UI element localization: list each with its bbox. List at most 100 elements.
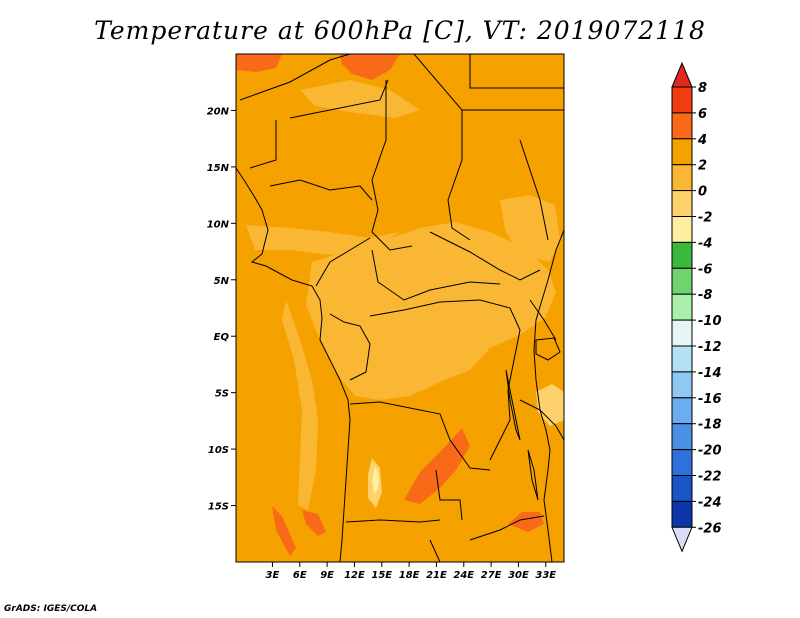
colorbar-swatch xyxy=(671,86,693,114)
west-africa-cooler-region xyxy=(246,225,400,255)
atlantic-cooler-streak xyxy=(282,300,318,510)
colorbar-swatch xyxy=(671,293,693,321)
plateau-cool-streak xyxy=(372,466,379,494)
congo-warm-region xyxy=(404,428,470,504)
border-namibia-botswana xyxy=(429,539,441,562)
colorbar-label: -10 xyxy=(698,314,722,329)
lon-tick-label: 12E xyxy=(344,570,365,581)
colorbar-label: -8 xyxy=(698,288,712,303)
map-frame xyxy=(235,53,565,563)
colorbar-swatch xyxy=(671,241,693,269)
namibia-inland-warm-streak xyxy=(302,510,326,536)
lat-tick-label: 15N xyxy=(207,163,230,174)
colorbar-label: -26 xyxy=(698,521,722,536)
border-algeria-mali xyxy=(239,54,351,101)
border-drc-east xyxy=(489,329,521,461)
colorbar-label: -12 xyxy=(698,340,722,355)
border-gabon-congo xyxy=(329,313,371,381)
colorbar-label: -18 xyxy=(698,418,722,433)
colorbar-label: 8 xyxy=(698,81,707,96)
lon-tick-label: 24E xyxy=(453,570,474,581)
border-niger-libya xyxy=(289,79,389,119)
lat-tick-label: 10S xyxy=(208,445,229,456)
border-sudan xyxy=(413,54,471,241)
border-kenya-uganda xyxy=(529,299,557,341)
colorbar-swatch xyxy=(671,397,693,425)
colorbar-label: -20 xyxy=(698,444,722,459)
colorbar: 8 6 4 2 0 -2 -4 -6 -8 -10 -12 -14 -16 -18 -20 -22 -24 -26 xyxy=(671,61,722,553)
colorbar-label: 2 xyxy=(698,159,707,174)
lon-tick-label: 9E xyxy=(320,570,334,581)
colorbar-swatch xyxy=(671,138,693,166)
border-angola-drc xyxy=(349,401,491,471)
chart-title: Temperature at 600hPa [C], VT: 201907211… xyxy=(94,16,706,45)
lake-victoria xyxy=(535,337,561,361)
colorbar-label: 6 xyxy=(698,107,707,122)
colorbar-swatch xyxy=(671,500,693,528)
colorbar-top-arrow xyxy=(671,61,693,88)
border-zambia-zimbabwe xyxy=(469,515,545,541)
lon-tick-label: 6E xyxy=(293,570,307,581)
border-south-sudan xyxy=(429,231,541,281)
colorbar-label: -2 xyxy=(698,211,712,226)
colorbar-label: 4 xyxy=(697,133,707,148)
lat-tick-label: EQ xyxy=(214,332,230,343)
colorbar-swatch xyxy=(671,112,693,140)
lon-tick-label: 3E xyxy=(266,570,280,581)
border-cameroon xyxy=(315,237,371,287)
namibia-coast-warm-streak xyxy=(272,506,296,556)
sahara-warm-region xyxy=(340,54,400,80)
border-chad xyxy=(371,80,413,251)
colorbar-swatch xyxy=(671,267,693,295)
colorbar-swatch xyxy=(671,319,693,347)
colorbar-bottom-arrow xyxy=(671,526,693,553)
axis-ticks: 20N 15N 10N 5N EQ 5S 10S 15S 3E 6E 9E 12E 15E 18E 21E 2… xyxy=(207,106,557,581)
border-drc-north xyxy=(369,299,521,331)
lon-tick-label: 21E xyxy=(426,570,447,581)
country-boundaries xyxy=(236,54,564,562)
lat-tick-label: 15S xyxy=(208,502,229,513)
lat-tick-label: 5N xyxy=(214,276,230,287)
lake-tanganyika xyxy=(505,369,521,441)
colorbar-label: -6 xyxy=(698,262,712,277)
lat-tick-label: 5S xyxy=(215,389,229,400)
border-mali-niger xyxy=(249,120,277,169)
border-car xyxy=(371,249,501,301)
lon-tick-label: 30E xyxy=(508,570,529,581)
colorbar-label: -4 xyxy=(698,236,712,251)
colorbar-label: -24 xyxy=(698,495,722,510)
sahel-cooler-band xyxy=(300,80,420,118)
border-tanzania xyxy=(519,399,564,441)
lon-tick-label: 15E xyxy=(371,570,392,581)
colorbar-swatch xyxy=(671,345,693,373)
colorbar-swatch xyxy=(671,475,693,502)
northwest-warm-region xyxy=(236,54,282,72)
credit-label: GrADS: IGES/COLA xyxy=(4,604,98,614)
coastline-east xyxy=(533,229,564,562)
border-sudan-ethiopia xyxy=(519,139,549,241)
colorbar-swatch xyxy=(671,449,693,477)
lat-tick-label: 10N xyxy=(207,219,230,230)
great-lakes-cool-patch xyxy=(536,384,564,426)
colorbar-swatch xyxy=(671,216,693,243)
colorbar-label: -22 xyxy=(698,470,722,485)
colorbar-swatch xyxy=(671,371,693,399)
lat-tick-label: 20N xyxy=(207,106,230,117)
lon-tick-label: 33E xyxy=(535,570,556,581)
lake-malawi xyxy=(527,449,539,501)
colorbar-swatch xyxy=(671,164,693,192)
border-angola-zambia xyxy=(435,469,463,521)
colorbar-swatch xyxy=(671,423,693,451)
colorbar-label: -16 xyxy=(698,392,722,407)
east-highland-cooler-region xyxy=(500,195,560,262)
coastline-west xyxy=(236,167,351,562)
border-niger-nigeria xyxy=(269,179,373,201)
colorbar-label: 0 xyxy=(698,185,707,200)
border-angola-namibia xyxy=(345,519,441,523)
lon-tick-label: 18E xyxy=(399,570,420,581)
colorbar-swatch xyxy=(671,190,693,218)
colorbar-label: -14 xyxy=(698,366,722,381)
border-egypt-libya xyxy=(469,54,564,89)
lon-tick-label: 27E xyxy=(481,570,502,581)
